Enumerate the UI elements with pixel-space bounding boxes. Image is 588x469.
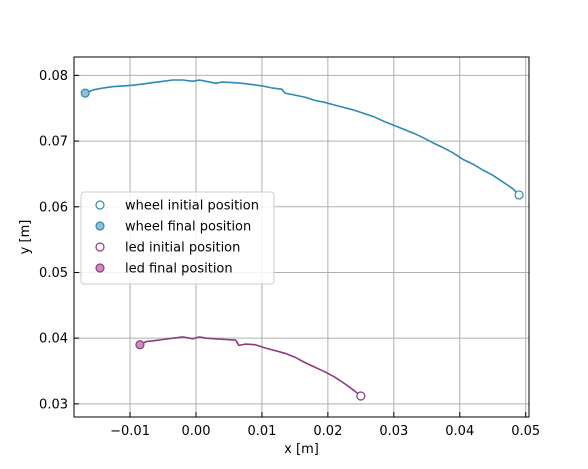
x-tick-label: 0.04 [445, 424, 474, 439]
series-layer [84, 79, 520, 397]
y-tick-label: 0.06 [39, 200, 68, 215]
legend: wheel initial position wheel final positi… [80, 191, 275, 285]
x-tick-label: 0.05 [511, 424, 540, 439]
x-tick-label: −0.01 [110, 424, 150, 439]
y-tick-label: 0.05 [39, 266, 68, 281]
legend-marker [95, 221, 105, 231]
led-initial-position-marker [356, 391, 366, 401]
y-tick-label: 0.08 [39, 69, 68, 84]
wheel-initial-position-marker [514, 190, 524, 200]
y-axis-label: y [m] [18, 220, 33, 255]
x-tick-label: 0.02 [313, 424, 342, 439]
legend-label: led final position [125, 262, 233, 277]
markers-layer [80, 88, 524, 401]
legend-label: wheel final position [125, 220, 251, 235]
y-tick-label: 0.07 [39, 135, 68, 150]
x-tick-label: 0.00 [182, 424, 211, 439]
led-trajectory-line [139, 336, 362, 397]
wheel-trajectory-line [84, 79, 520, 196]
legend-marker [95, 263, 105, 273]
y-tick-label: 0.03 [39, 397, 68, 412]
plot-frame [73, 56, 530, 418]
legend-label: led initial position [125, 241, 240, 256]
led-final-position-marker [135, 340, 145, 350]
legend-box [80, 191, 275, 285]
legend-marker [95, 200, 105, 210]
legend-label: wheel initial position [125, 199, 259, 214]
y-tick-label: 0.04 [39, 332, 68, 347]
x-tick-label: 0.01 [247, 424, 276, 439]
wheel-final-position-marker [80, 88, 90, 98]
legend-marker [95, 242, 105, 252]
x-tick-label: 0.03 [379, 424, 408, 439]
ticks: −0.01 0.00 0.01 0.02 0.03 0.04 0.05 0.03 0.04 0.0… [39, 69, 540, 439]
x-axis-label: x [m] [284, 442, 319, 457]
